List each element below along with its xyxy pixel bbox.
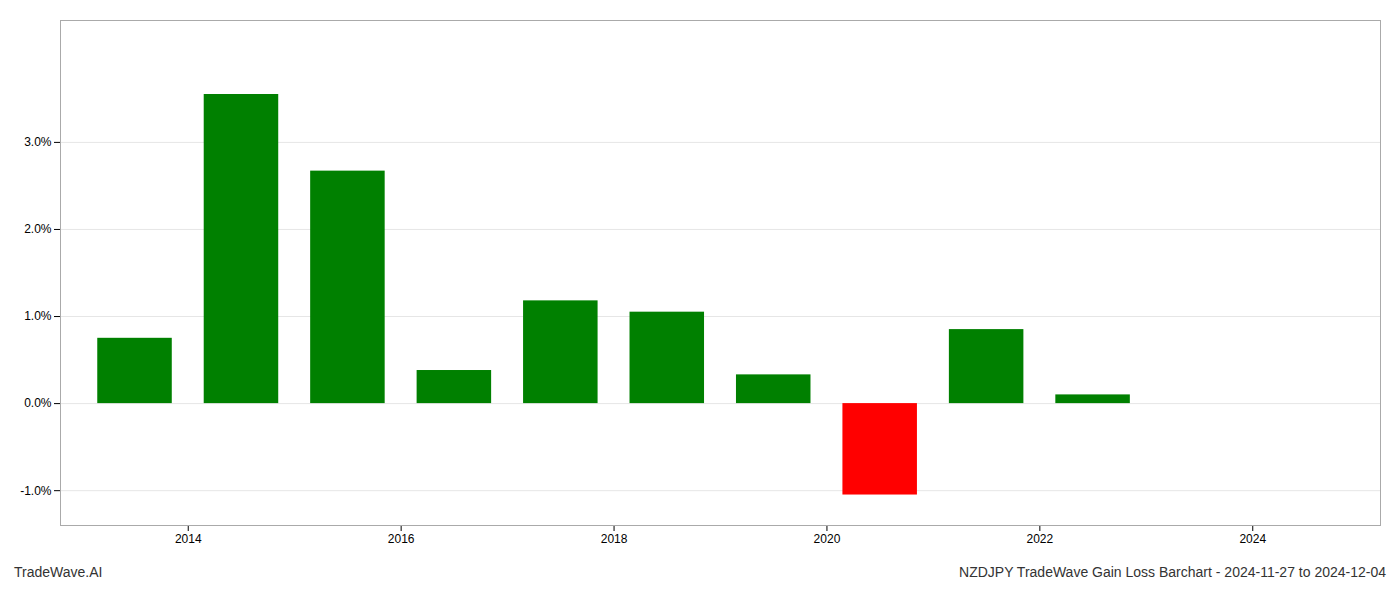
svg-text:2016: 2016: [388, 532, 415, 546]
html-text:NZDJPY TradeWave Gain Loss Bar: NZDJPY TradeWave Gain Loss Barchart - 20…: [959, 564, 1386, 580]
svg-text:2024: 2024: [1239, 532, 1266, 546]
svg-text:2.0%: 2.0%: [24, 222, 52, 236]
svg-text:3.0%: 3.0%: [24, 135, 52, 149]
svg-text:2014: 2014: [175, 532, 202, 546]
svg-text:2022: 2022: [1027, 532, 1054, 546]
svg-text:1.0%: 1.0%: [24, 309, 52, 323]
svg-text:2020: 2020: [814, 532, 841, 546]
html-text:TradeWave.AI: TradeWave.AI: [14, 564, 103, 580]
svg-text:0.0%: 0.0%: [24, 396, 52, 410]
svg-text:-1.0%: -1.0%: [20, 484, 52, 498]
svg-text:2018: 2018: [601, 532, 628, 546]
